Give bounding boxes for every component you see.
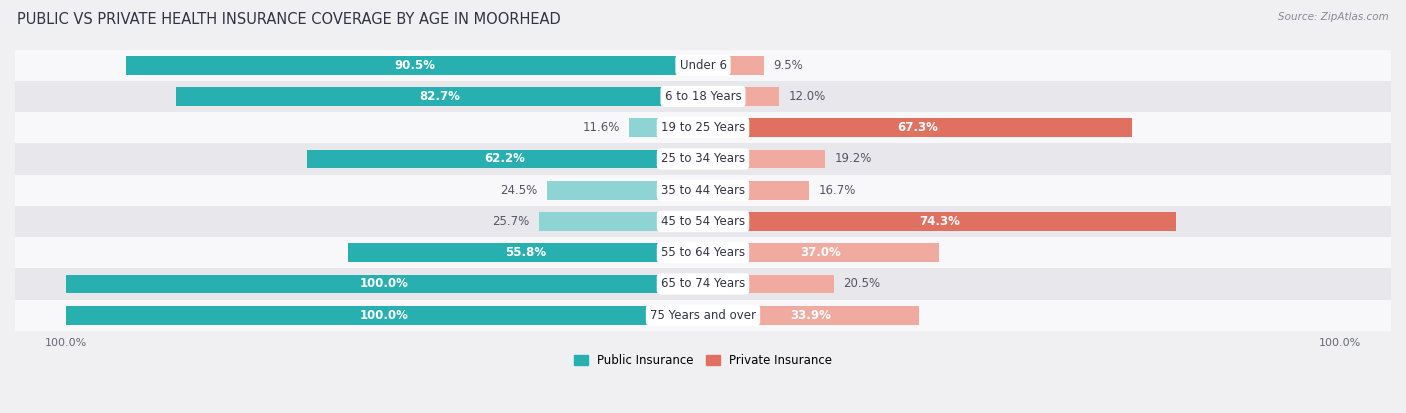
Bar [3, 112, 1403, 143]
Text: 20.5%: 20.5% [844, 278, 880, 290]
Text: 37.0%: 37.0% [800, 246, 841, 259]
Text: 74.3%: 74.3% [920, 215, 960, 228]
Text: 62.2%: 62.2% [485, 152, 526, 166]
Text: 67.3%: 67.3% [897, 121, 938, 134]
Text: 65 to 74 Years: 65 to 74 Years [661, 278, 745, 290]
Bar [703, 87, 779, 106]
Text: 11.6%: 11.6% [582, 121, 620, 134]
Bar [66, 275, 703, 293]
Bar [3, 268, 1403, 299]
Text: 25.7%: 25.7% [492, 215, 530, 228]
Bar [703, 181, 810, 199]
Text: 90.5%: 90.5% [394, 59, 436, 72]
Text: 16.7%: 16.7% [818, 184, 856, 197]
Bar [3, 237, 1403, 268]
Text: 55 to 64 Years: 55 to 64 Years [661, 246, 745, 259]
Text: 12.0%: 12.0% [789, 90, 827, 103]
Text: 25 to 34 Years: 25 to 34 Years [661, 152, 745, 166]
Text: 75 Years and over: 75 Years and over [650, 309, 756, 322]
Text: 100.0%: 100.0% [360, 278, 409, 290]
Text: 9.5%: 9.5% [773, 59, 803, 72]
Bar [307, 150, 703, 169]
Bar [628, 119, 703, 137]
Bar [3, 143, 1403, 175]
Bar [703, 56, 763, 75]
Bar [3, 206, 1403, 237]
Bar [703, 243, 939, 262]
Text: 100.0%: 100.0% [360, 309, 409, 322]
Bar [540, 212, 703, 231]
Bar [3, 50, 1403, 81]
Text: 45 to 54 Years: 45 to 54 Years [661, 215, 745, 228]
Text: 55.8%: 55.8% [505, 246, 546, 259]
Bar [703, 150, 825, 169]
Text: 82.7%: 82.7% [419, 90, 460, 103]
Bar [3, 81, 1403, 112]
Bar [703, 306, 920, 325]
Text: PUBLIC VS PRIVATE HEALTH INSURANCE COVERAGE BY AGE IN MOORHEAD: PUBLIC VS PRIVATE HEALTH INSURANCE COVER… [17, 12, 561, 27]
Legend: Public Insurance, Private Insurance: Public Insurance, Private Insurance [569, 349, 837, 372]
Bar [127, 56, 703, 75]
Text: 33.9%: 33.9% [790, 309, 831, 322]
Text: 24.5%: 24.5% [501, 184, 537, 197]
Bar [176, 87, 703, 106]
Bar [547, 181, 703, 199]
Text: Source: ZipAtlas.com: Source: ZipAtlas.com [1278, 12, 1389, 22]
Bar [703, 275, 834, 293]
Text: 19 to 25 Years: 19 to 25 Years [661, 121, 745, 134]
Bar [703, 212, 1177, 231]
Text: 6 to 18 Years: 6 to 18 Years [665, 90, 741, 103]
Text: 19.2%: 19.2% [835, 152, 872, 166]
Bar [66, 306, 703, 325]
Text: 35 to 44 Years: 35 to 44 Years [661, 184, 745, 197]
Bar [703, 119, 1132, 137]
Bar [3, 175, 1403, 206]
Bar [3, 299, 1403, 331]
Text: Under 6: Under 6 [679, 59, 727, 72]
Bar [347, 243, 703, 262]
